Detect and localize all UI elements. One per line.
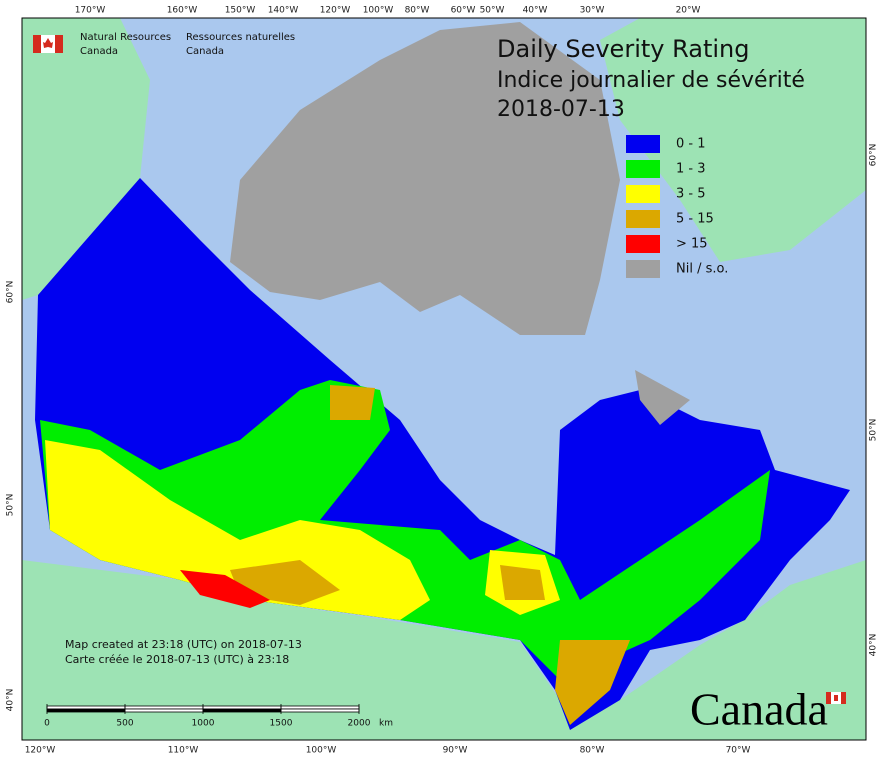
wordmark-flag xyxy=(826,692,846,704)
alaska xyxy=(22,18,150,300)
graticule-label: 160°W xyxy=(167,6,198,16)
graticule-label: 100°W xyxy=(306,746,337,756)
graticule-label: 40°N xyxy=(869,634,879,657)
graticule-label: 50°W xyxy=(480,6,505,16)
scale-segment xyxy=(46,705,126,710)
graticule-label: 50°N xyxy=(6,494,16,517)
graticule-label: 170°W xyxy=(75,6,106,16)
legend-swatch xyxy=(626,135,660,153)
scale-label: 1000 xyxy=(192,719,215,729)
scale-segment xyxy=(202,705,282,710)
legend-label: > 15 xyxy=(676,237,708,252)
zone-nil-arctic xyxy=(230,22,620,335)
scale-segment xyxy=(124,705,204,710)
flag-bar xyxy=(841,692,846,704)
credit: Map created at 23:18 (UTC) on 2018-07-13 xyxy=(65,638,302,651)
credit: Carte créée le 2018-07-13 (UTC) à 23:18 xyxy=(65,653,289,666)
scale-label: 2000 xyxy=(348,719,371,729)
graticule-labels: 170°W 160°W 150°W 140°W 120°W 100°W 80°W 60°W 50… xyxy=(6,6,879,756)
agency-en: Canada xyxy=(80,46,118,57)
scale-segment xyxy=(280,708,360,713)
graticule-label: 140°W xyxy=(268,6,299,16)
legend-label: 0 - 1 xyxy=(676,137,706,152)
graticule-label: 20°W xyxy=(676,6,701,16)
legend-swatch xyxy=(626,260,660,278)
legend-swatch xyxy=(626,210,660,228)
scale-segment xyxy=(46,708,126,713)
scale-segment xyxy=(202,708,282,713)
agency-signature: Natural Resources Canada Ressources natu… xyxy=(33,32,295,57)
scale-label: 0 xyxy=(44,719,50,729)
graticule-label: 60°W xyxy=(451,6,476,16)
scale-label: 1500 xyxy=(270,719,293,729)
zone-high-north xyxy=(330,385,375,420)
graticule-label: 120°W xyxy=(320,6,351,16)
flag-bar xyxy=(55,35,63,53)
zone-extreme xyxy=(180,570,270,608)
zone-high-south xyxy=(555,640,630,725)
wordmark: Canada xyxy=(690,684,828,735)
scale-segment xyxy=(280,705,360,710)
zone-high-ontario xyxy=(500,565,545,600)
title: Daily Severity Rating xyxy=(497,35,749,63)
agency-fr: Ressources naturelles xyxy=(186,32,295,43)
zone-moderate xyxy=(45,440,430,620)
legend-label: Nil / s.o. xyxy=(676,262,728,277)
legend-swatch xyxy=(626,160,660,178)
graticule-label: 60°N xyxy=(869,144,879,167)
legend-swatch xyxy=(626,235,660,253)
graticule-label: 40°N xyxy=(6,689,16,712)
graticule-label: 80°W xyxy=(405,6,430,16)
graticule-label: 90°W xyxy=(443,746,468,756)
graticule-label: 120°W xyxy=(25,746,56,756)
graticule-label: 40°W xyxy=(523,6,548,16)
usa xyxy=(22,560,866,740)
graticule-label: 80°W xyxy=(580,746,605,756)
graticule-label: 70°W xyxy=(726,746,751,756)
graticule-label: 150°W xyxy=(225,6,256,16)
graticule-label: 100°W xyxy=(363,6,394,16)
greenland xyxy=(600,18,866,262)
legend-label: 1 - 3 xyxy=(676,162,706,177)
date: 2018-07-13 xyxy=(497,97,625,122)
zone-low xyxy=(40,380,770,680)
legend-label: 3 - 5 xyxy=(676,187,706,202)
graticule-label: 50°N xyxy=(869,419,879,442)
graticule-label: 30°W xyxy=(580,6,605,16)
legend-label: 5 - 15 xyxy=(676,212,714,227)
maple-leaf xyxy=(834,695,838,701)
legend-swatch xyxy=(626,185,660,203)
maple-leaf xyxy=(43,38,53,48)
frame xyxy=(21,17,867,741)
scale-bar: 0 500 1000 1500 2000 km xyxy=(44,704,393,729)
legend: 0 - 1 1 - 3 3 - 5 5 - 15 > 15 Nil / s.o. xyxy=(626,135,728,278)
map-body xyxy=(22,18,866,740)
subtitle: Indice journalier de sévérité xyxy=(497,68,805,93)
hudson-bay xyxy=(400,335,560,505)
agency-en: Natural Resources xyxy=(80,32,171,43)
scale-segment xyxy=(124,708,204,713)
scale-label: 500 xyxy=(116,719,133,729)
flag-bar xyxy=(826,692,831,704)
zone-nil-labrador xyxy=(635,370,690,425)
agency-fr: Canada xyxy=(186,46,224,57)
graticule-label: 110°W xyxy=(168,746,199,756)
graticule-label: 60°N xyxy=(6,281,16,304)
flag-bar xyxy=(33,35,41,53)
scale-unit: km xyxy=(379,719,393,729)
